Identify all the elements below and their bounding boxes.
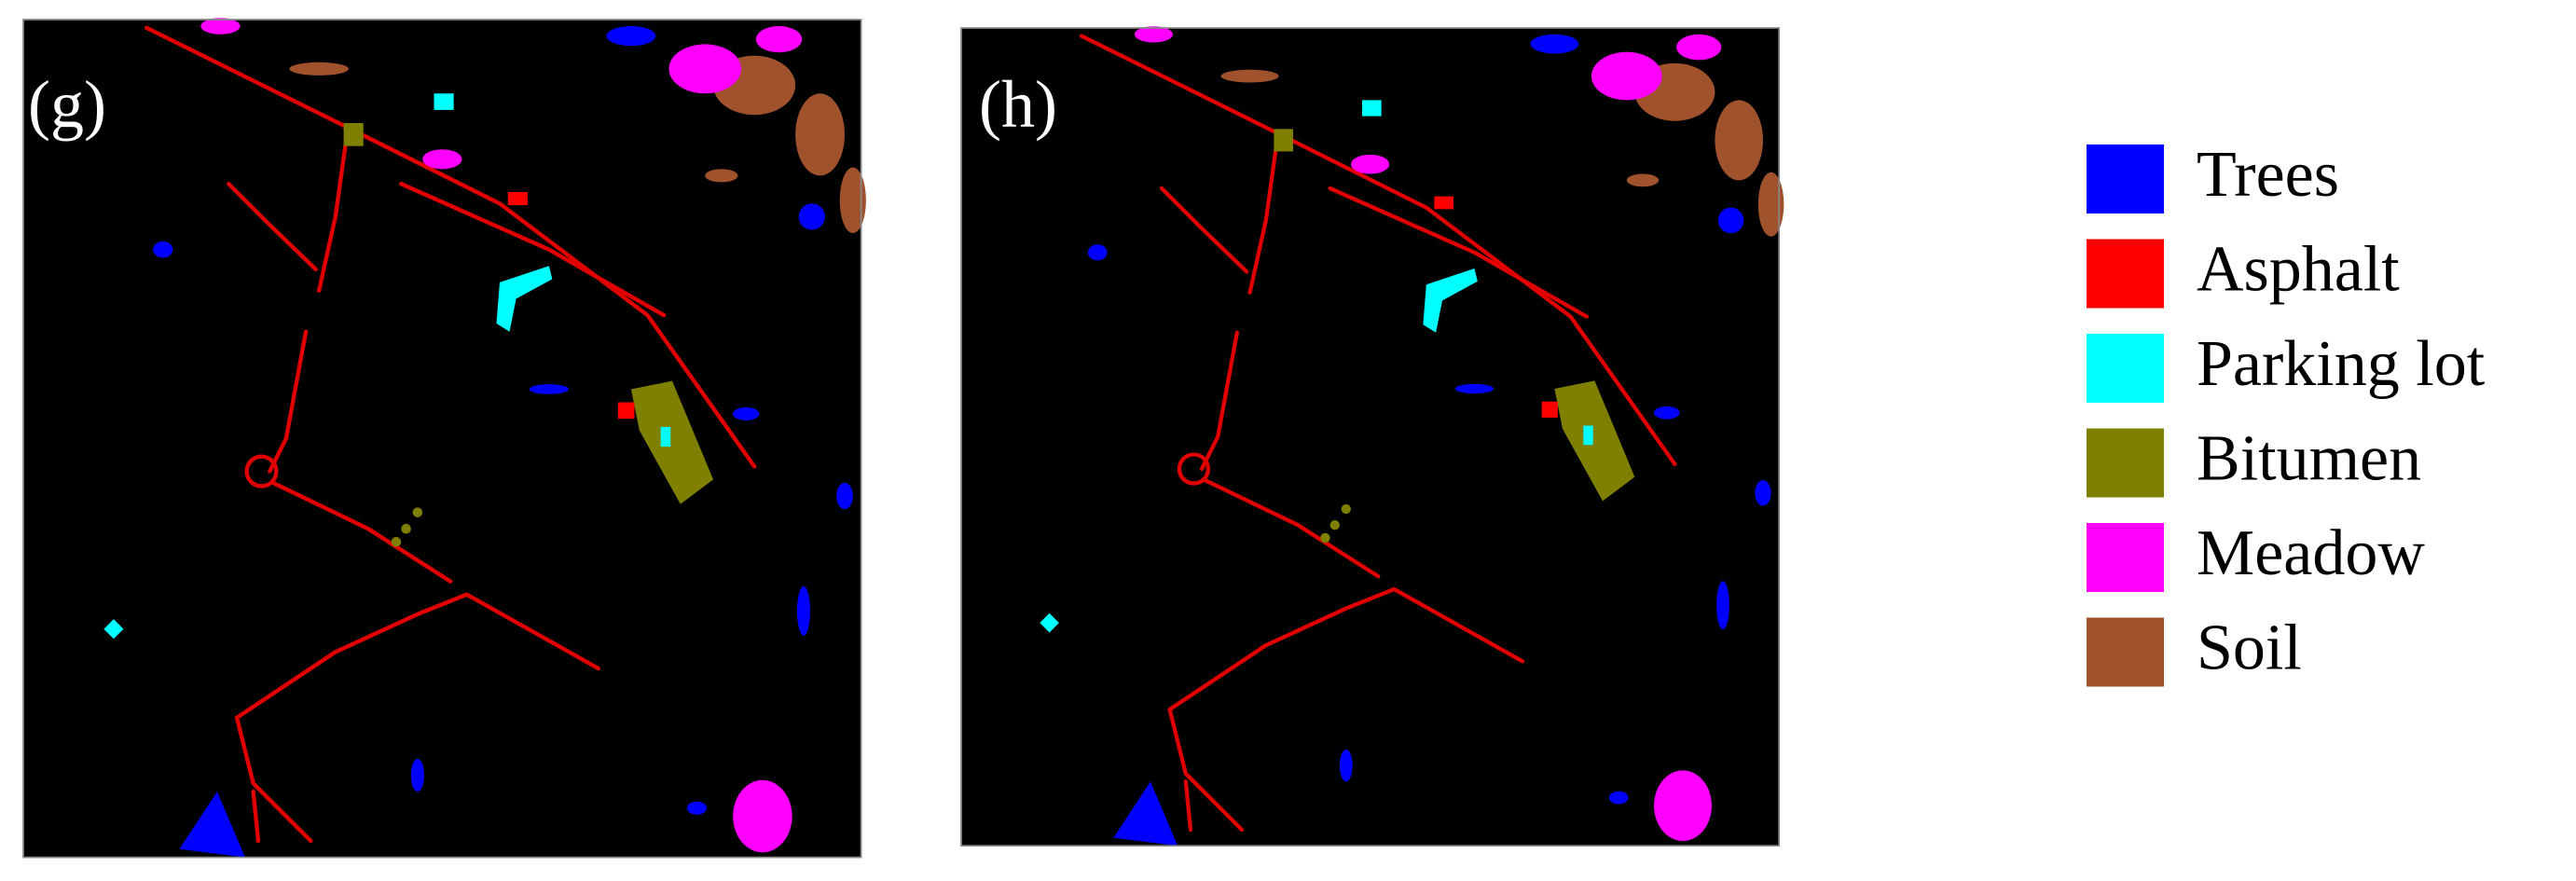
legend-label: Soil — [2197, 613, 2302, 684]
legend-swatch — [2087, 523, 2164, 592]
panel-label: (g) — [28, 67, 106, 142]
legend-label: Meadow — [2197, 517, 2425, 589]
map-panel-h — [961, 26, 1784, 846]
legend-label: Trees — [2197, 139, 2339, 211]
legend-label: Bitumen — [2197, 423, 2421, 495]
legend-swatch — [2087, 617, 2164, 687]
legend-swatch — [2087, 334, 2164, 403]
map-panel-g — [23, 18, 866, 857]
legend-label: Parking lot — [2197, 328, 2486, 400]
panel-label: (h) — [979, 67, 1057, 142]
legend-swatch — [2087, 145, 2164, 213]
legend-swatch — [2087, 239, 2164, 309]
legend-label: Asphalt — [2197, 234, 2400, 306]
legend: Trees Asphalt Parking lot Bitumen Meadow Soil — [2087, 139, 2486, 687]
legend-swatch — [2087, 428, 2164, 498]
